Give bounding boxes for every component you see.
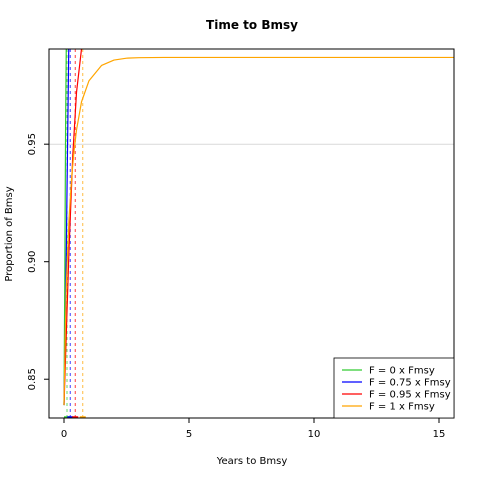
legend-entry-3: F = 1 x Fmsy [369, 402, 435, 413]
plot-frame [48, 48, 455, 419]
series-2-line [63, 49, 83, 406]
legend-entry-1: F = 0.75 x Fmsy [369, 378, 451, 389]
y-tick-label: 0.85 [27, 368, 38, 390]
x-tick-label: 5 [186, 429, 192, 440]
legend-box [333, 357, 455, 419]
series-3-line [63, 56, 454, 406]
x-tick-label: 15 [433, 429, 446, 440]
x-tick-label: 0 [61, 429, 67, 440]
x-axis-label: Years to Bmsy [216, 456, 288, 467]
y-tick-label: 0.95 [27, 133, 38, 155]
y-tick-label: 0.90 [27, 251, 38, 273]
y-axis-label: Proportion of Bmsy [4, 186, 15, 281]
chart-title: Time to Bmsy [206, 18, 298, 32]
series-0-line [63, 49, 67, 406]
x-tick-label: 10 [308, 429, 321, 440]
legend-entry-0: F = 0 x Fmsy [369, 366, 435, 377]
legend-entry-2: F = 0.95 x Fmsy [369, 390, 451, 401]
